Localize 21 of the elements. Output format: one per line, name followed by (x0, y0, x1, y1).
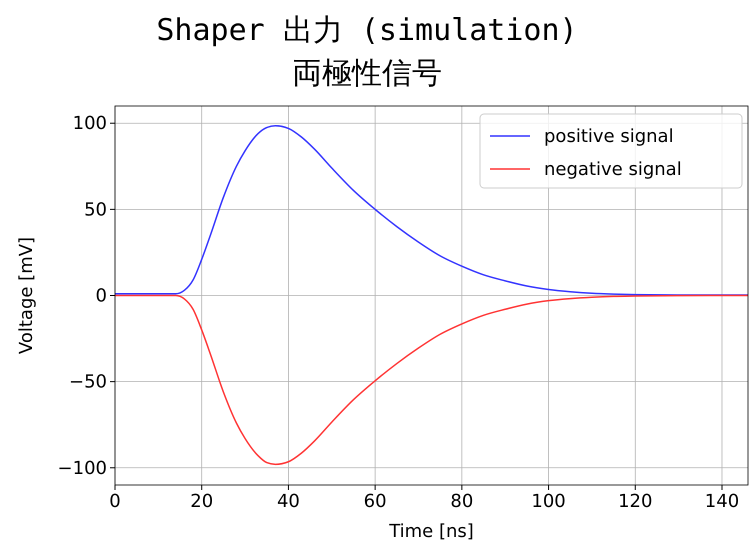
x-tick-label: 100 (531, 491, 566, 512)
x-tick-label: 40 (276, 491, 300, 512)
x-tick-label: 20 (190, 491, 214, 512)
legend-label: positive signal (544, 126, 674, 147)
x-axis-title: Time [ns] (388, 521, 474, 541)
x-tick-label: 140 (704, 491, 740, 512)
line-series (115, 125, 748, 296)
y-tick-label: 100 (72, 113, 107, 134)
x-tick-label: 0 (109, 491, 121, 512)
y-tick-label: 50 (84, 199, 107, 220)
x-tick-label: 120 (618, 491, 652, 512)
y-axis-title: Voltage [mV] (16, 236, 37, 354)
x-tick-label: 80 (450, 491, 474, 512)
chart-title: Shaper 出力 (simulation) (156, 13, 578, 48)
legend-label: negative signal (544, 159, 682, 180)
line-series (115, 294, 748, 466)
y-tick-label: −100 (58, 458, 107, 479)
x-tick-label: 60 (364, 491, 387, 512)
chart-subtitle: 両極性信号 (292, 56, 442, 91)
y-tick-label: 0 (96, 286, 107, 306)
y-tick-label: −50 (69, 372, 107, 393)
